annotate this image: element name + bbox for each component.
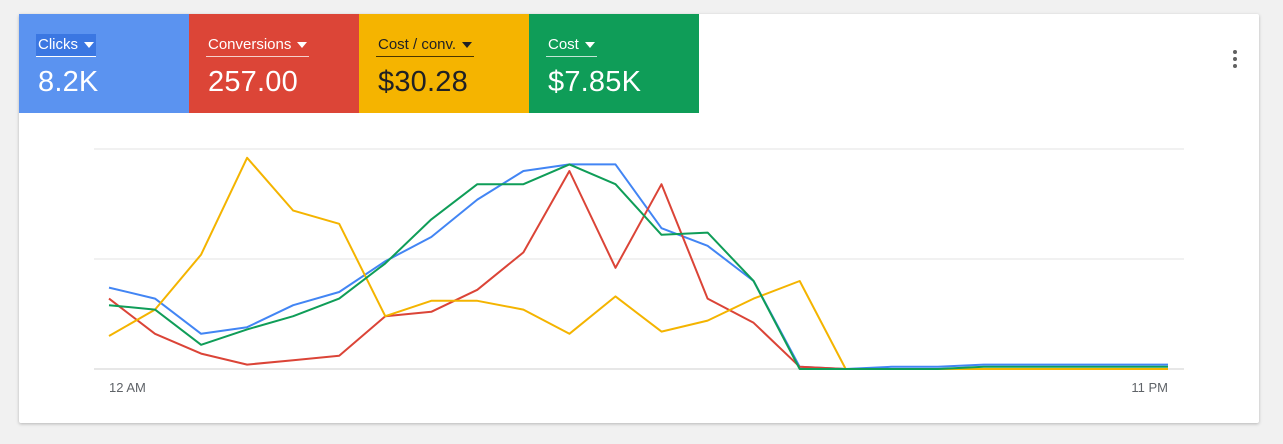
more-vert-icon	[1233, 64, 1237, 68]
performance-line-chart: 12 AM 11 PM	[94, 148, 1184, 395]
metric-value-cost-per-conversion: $30.28	[378, 66, 468, 98]
metric-selector-cost[interactable]: Cost	[546, 34, 597, 57]
more-vert-icon	[1233, 57, 1237, 61]
metric-tile-cost-per-conversion[interactable]: Cost / conv. $30.28	[359, 14, 529, 113]
chart-series	[108, 156, 1168, 370]
metric-selector-cost-per-conversion[interactable]: Cost / conv.	[376, 34, 475, 57]
x-tick-label: 12 AM	[109, 380, 146, 395]
metric-tiles: Clicks 8.2K Conversions 257.00 Cost / co…	[19, 14, 699, 113]
caret-down-icon	[462, 41, 473, 48]
series-line-1	[108, 170, 1168, 370]
metric-selector-conversions[interactable]: Conversions	[206, 34, 310, 57]
metric-value-clicks: 8.2K	[38, 66, 99, 98]
x-tick-label: 11 PM	[1131, 380, 1168, 395]
metric-label-clicks: Clicks	[38, 36, 78, 53]
caret-down-icon	[84, 41, 94, 48]
series-line-2	[108, 156, 1168, 370]
chart-x-axis-labels: 12 AM 11 PM	[109, 380, 1168, 395]
metric-tile-conversions[interactable]: Conversions 257.00	[189, 14, 359, 113]
metric-selector-clicks[interactable]: Clicks	[36, 34, 96, 57]
metric-value-cost: $7.85K	[548, 66, 642, 98]
caret-down-icon	[584, 41, 595, 48]
more-options-button[interactable]	[1223, 44, 1247, 74]
caret-down-icon	[297, 41, 308, 48]
metric-tile-cost[interactable]: Cost $7.85K	[529, 14, 699, 113]
metric-label-cost-per-conversion: Cost / conv.	[378, 36, 457, 53]
series-line-0	[108, 163, 1168, 370]
series-line-3	[108, 163, 1168, 370]
more-vert-icon	[1233, 50, 1237, 54]
metric-label-conversions: Conversions	[208, 36, 292, 53]
metric-tile-clicks[interactable]: Clicks 8.2K	[19, 14, 189, 113]
chart-gridlines	[94, 148, 1184, 370]
metric-label-cost: Cost	[548, 36, 579, 53]
performance-card: Clicks 8.2K Conversions 257.00 Cost / co…	[19, 14, 1259, 423]
metric-value-conversions: 257.00	[208, 66, 298, 98]
